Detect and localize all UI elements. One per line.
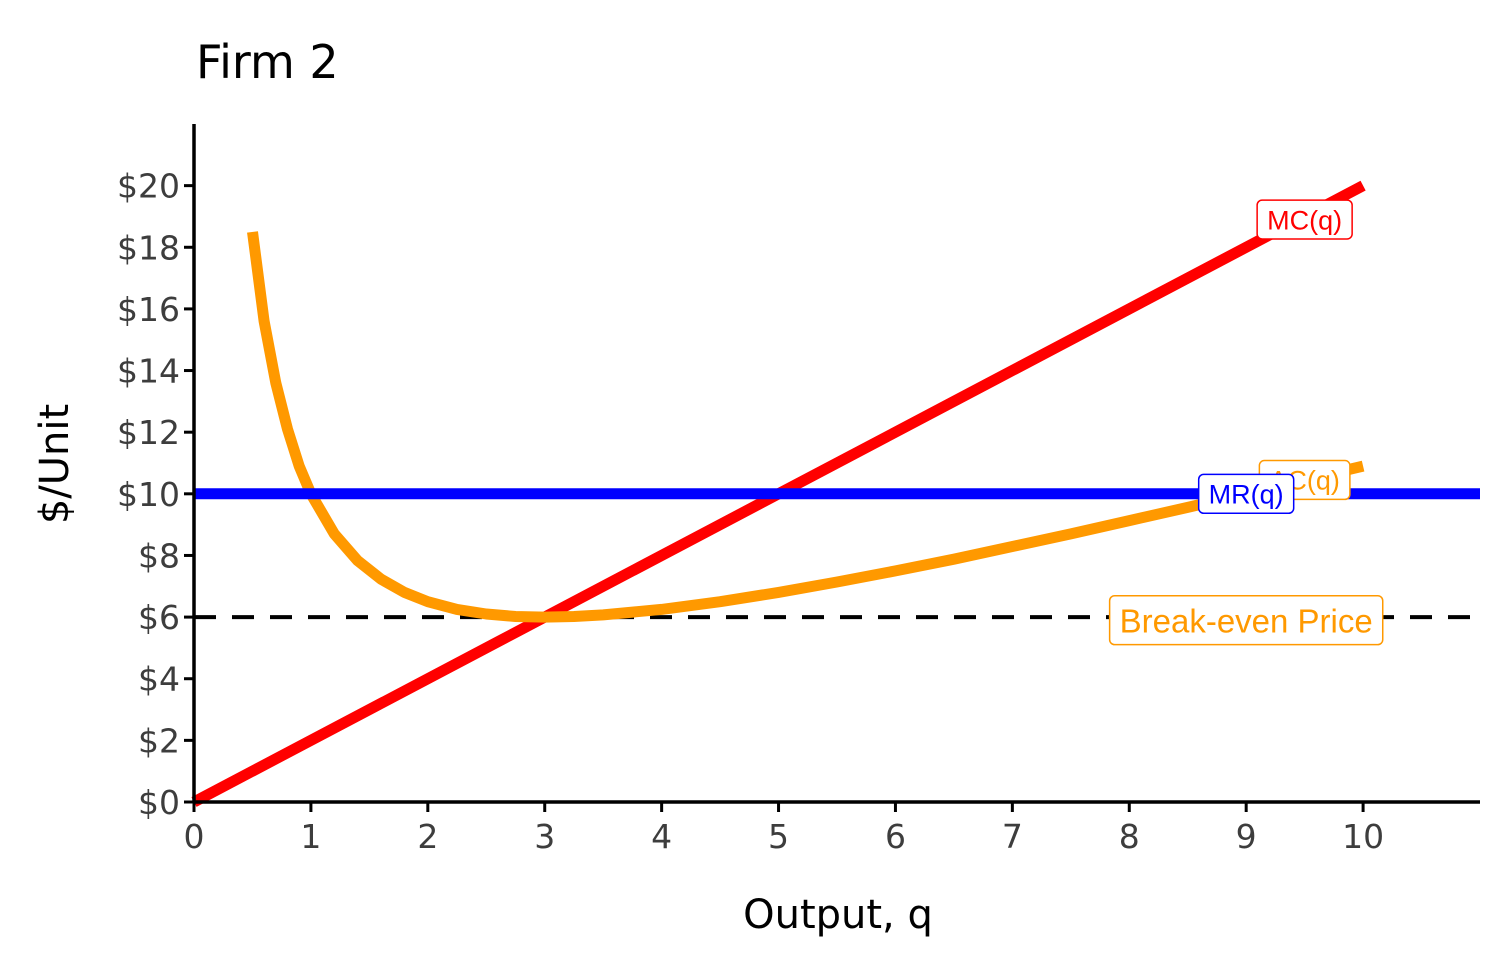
x-tick-label: 5	[768, 817, 789, 856]
x-tick-label: 2	[417, 817, 438, 856]
svg-text:Break-even Price: Break-even Price	[1120, 602, 1373, 639]
axes: 0 1 2 3 4 5 6 7 8 9 10 $0 $2 $4 $6 $8 $10 $12 $14 $16 $18 $2…	[117, 124, 1480, 856]
x-axis-title: Output, q	[743, 892, 933, 938]
curve-labels: AC(q)MC(q)MR(q)Break-even Price	[1108, 199, 1384, 646]
x-tick-label: 3	[534, 817, 555, 856]
y-tick-label: $2	[138, 721, 180, 760]
y-tick-label: $0	[138, 783, 180, 822]
y-tick-label: $20	[117, 167, 180, 206]
label-break-even-price: Break-even Price	[1108, 594, 1384, 646]
y-tick-label: $14	[117, 352, 180, 391]
svg-text:MR(q): MR(q)	[1209, 480, 1284, 510]
y-tick-label: $10	[117, 475, 180, 514]
chart-title: Firm 2	[196, 35, 339, 89]
y-tick-label: $4	[138, 660, 180, 699]
y-tick-label: $16	[117, 290, 180, 329]
y-tick-label: $18	[117, 228, 180, 267]
x-tick-label: 8	[1119, 817, 1140, 856]
y-tick-label: $12	[117, 413, 180, 452]
x-tick-label: 4	[651, 817, 672, 856]
svg-text:MC(q): MC(q)	[1267, 205, 1342, 235]
x-tick-label: 9	[1236, 817, 1257, 856]
x-tick-label: 1	[300, 817, 321, 856]
x-axis-ticks: 0 1 2 3 4 5 6 7 8 9 10	[184, 802, 1384, 856]
x-tick-label: 10	[1342, 817, 1384, 856]
y-axis-title: $/Unit	[32, 404, 78, 524]
y-tick-label: $8	[138, 536, 180, 575]
x-tick-label: 0	[184, 817, 205, 856]
x-tick-label: 6	[885, 817, 906, 856]
y-axis-ticks: $0 $2 $4 $6 $8 $10 $12 $14 $16 $18 $20	[117, 167, 194, 822]
x-tick-label: 7	[1002, 817, 1023, 856]
label-mc-q: MC(q)	[1256, 199, 1353, 240]
label-mr-q: MR(q)	[1197, 473, 1295, 515]
y-tick-label: $6	[138, 598, 180, 637]
series-line-ac-q	[247, 231, 1365, 623]
